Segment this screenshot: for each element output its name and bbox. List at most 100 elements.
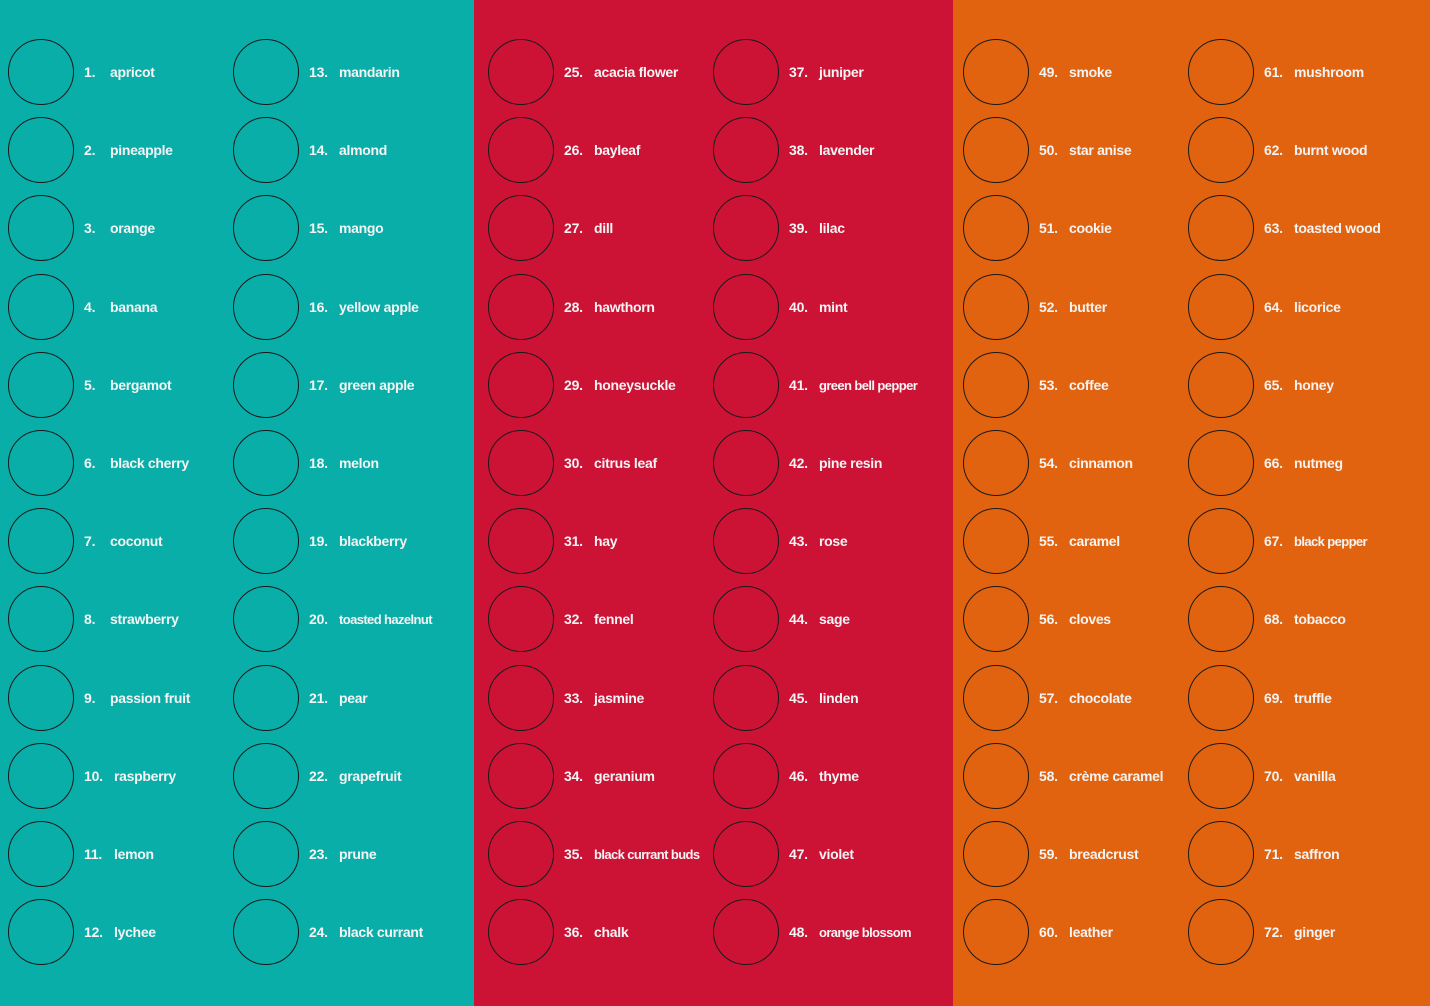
aroma-item[interactable]: 53. coffee (963, 350, 1109, 420)
selection-circle[interactable] (8, 743, 74, 809)
aroma-item[interactable]: 37. juniper (713, 37, 864, 107)
aroma-item[interactable]: 28. hawthorn (488, 272, 655, 342)
aroma-item[interactable]: 21. pear (233, 663, 368, 733)
aroma-item[interactable]: 32. fennel (488, 584, 634, 654)
selection-circle[interactable] (713, 821, 779, 887)
selection-circle[interactable] (1188, 899, 1254, 965)
selection-circle[interactable] (1188, 821, 1254, 887)
aroma-item[interactable]: 58. crème caramel (963, 741, 1163, 811)
selection-circle[interactable] (8, 352, 74, 418)
selection-circle[interactable] (713, 586, 779, 652)
selection-circle[interactable] (1188, 430, 1254, 496)
selection-circle[interactable] (488, 117, 554, 183)
selection-circle[interactable] (713, 39, 779, 105)
selection-circle[interactable] (1188, 352, 1254, 418)
selection-circle[interactable] (713, 665, 779, 731)
selection-circle[interactable] (233, 743, 299, 809)
aroma-item[interactable]: 36. chalk (488, 897, 629, 967)
aroma-item[interactable]: 60. leather (963, 897, 1113, 967)
selection-circle[interactable] (963, 430, 1029, 496)
selection-circle[interactable] (1188, 195, 1254, 261)
selection-circle[interactable] (488, 274, 554, 340)
aroma-item[interactable]: 61. mushroom (1188, 37, 1364, 107)
selection-circle[interactable] (233, 899, 299, 965)
aroma-item[interactable]: 8. strawberry (8, 584, 179, 654)
selection-circle[interactable] (488, 430, 554, 496)
aroma-item[interactable]: 17. green apple (233, 350, 415, 420)
selection-circle[interactable] (1188, 274, 1254, 340)
aroma-item[interactable]: 45. linden (713, 663, 859, 733)
aroma-item[interactable]: 41. green bell pepper (713, 350, 918, 420)
aroma-item[interactable]: 20. toasted hazelnut (233, 584, 433, 654)
selection-circle[interactable] (1188, 743, 1254, 809)
aroma-item[interactable]: 7. coconut (8, 506, 163, 576)
aroma-item[interactable]: 56. cloves (963, 584, 1111, 654)
selection-circle[interactable] (8, 195, 74, 261)
aroma-item[interactable]: 72. ginger (1188, 897, 1335, 967)
aroma-item[interactable]: 51. cookie (963, 193, 1112, 263)
aroma-item[interactable]: 46. thyme (713, 741, 859, 811)
selection-circle[interactable] (8, 899, 74, 965)
selection-circle[interactable] (488, 508, 554, 574)
aroma-item[interactable]: 66. nutmeg (1188, 428, 1343, 498)
aroma-item[interactable]: 65. honey (1188, 350, 1334, 420)
selection-circle[interactable] (1188, 586, 1254, 652)
selection-circle[interactable] (713, 352, 779, 418)
aroma-item[interactable]: 9. passion fruit (8, 663, 190, 733)
aroma-item[interactable]: 71. saffron (1188, 819, 1340, 889)
selection-circle[interactable] (8, 117, 74, 183)
aroma-item[interactable]: 12. lychee (8, 897, 156, 967)
selection-circle[interactable] (8, 665, 74, 731)
selection-circle[interactable] (233, 39, 299, 105)
selection-circle[interactable] (8, 586, 74, 652)
selection-circle[interactable] (488, 352, 554, 418)
selection-circle[interactable] (8, 430, 74, 496)
selection-circle[interactable] (713, 274, 779, 340)
selection-circle[interactable] (713, 743, 779, 809)
aroma-item[interactable]: 18. melon (233, 428, 379, 498)
aroma-item[interactable]: 5. bergamot (8, 350, 172, 420)
selection-circle[interactable] (963, 899, 1029, 965)
aroma-item[interactable]: 59. breadcrust (963, 819, 1139, 889)
selection-circle[interactable] (1188, 508, 1254, 574)
aroma-item[interactable]: 29. honeysuckle (488, 350, 676, 420)
selection-circle[interactable] (963, 665, 1029, 731)
aroma-item[interactable]: 54. cinnamon (963, 428, 1133, 498)
selection-circle[interactable] (233, 195, 299, 261)
selection-circle[interactable] (1188, 39, 1254, 105)
aroma-item[interactable]: 70. vanilla (1188, 741, 1336, 811)
aroma-item[interactable]: 25. acacia flower (488, 37, 678, 107)
aroma-item[interactable]: 11. lemon (8, 819, 154, 889)
selection-circle[interactable] (488, 899, 554, 965)
aroma-item[interactable]: 43. rose (713, 506, 848, 576)
selection-circle[interactable] (713, 117, 779, 183)
selection-circle[interactable] (8, 508, 74, 574)
selection-circle[interactable] (233, 821, 299, 887)
selection-circle[interactable] (8, 39, 74, 105)
aroma-item[interactable]: 44. sage (713, 584, 850, 654)
selection-circle[interactable] (488, 665, 554, 731)
aroma-item[interactable]: 6. black cherry (8, 428, 189, 498)
aroma-item[interactable]: 35. black currant buds (488, 819, 700, 889)
selection-circle[interactable] (963, 117, 1029, 183)
selection-circle[interactable] (963, 274, 1029, 340)
aroma-item[interactable]: 19. blackberry (233, 506, 407, 576)
selection-circle[interactable] (488, 39, 554, 105)
selection-circle[interactable] (8, 274, 74, 340)
aroma-item[interactable]: 62. burnt wood (1188, 115, 1368, 185)
selection-circle[interactable] (963, 195, 1029, 261)
aroma-item[interactable]: 22. grapefruit (233, 741, 402, 811)
aroma-item[interactable]: 23. prune (233, 819, 377, 889)
aroma-item[interactable]: 1. apricot (8, 37, 155, 107)
selection-circle[interactable] (488, 195, 554, 261)
aroma-item[interactable]: 52. butter (963, 272, 1107, 342)
aroma-item[interactable]: 14. almond (233, 115, 387, 185)
selection-circle[interactable] (963, 39, 1029, 105)
aroma-item[interactable]: 39. lilac (713, 193, 845, 263)
selection-circle[interactable] (713, 899, 779, 965)
aroma-item[interactable]: 50. star anise (963, 115, 1132, 185)
selection-circle[interactable] (233, 508, 299, 574)
selection-circle[interactable] (233, 430, 299, 496)
aroma-item[interactable]: 38. lavender (713, 115, 874, 185)
aroma-item[interactable]: 55. caramel (963, 506, 1120, 576)
